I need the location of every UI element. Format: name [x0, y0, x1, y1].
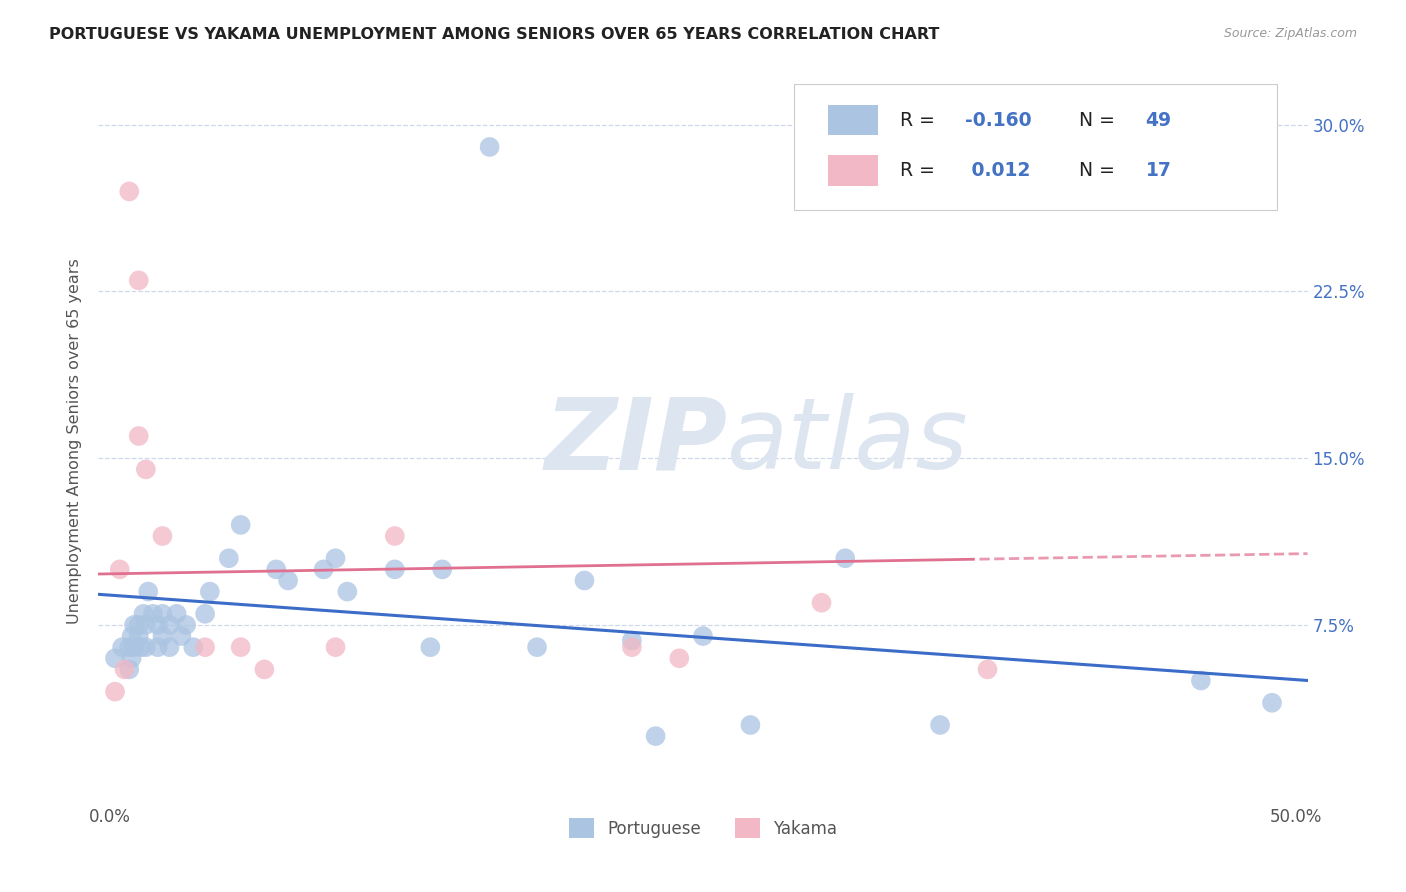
Text: R =: R =: [900, 111, 941, 129]
Point: [384, 529, 406, 543]
Point: [620, 633, 643, 648]
Point: [194, 640, 217, 655]
Point: [834, 551, 856, 566]
Point: [122, 640, 145, 655]
Text: 0.012: 0.012: [966, 161, 1031, 180]
Point: [104, 651, 127, 665]
Text: 17: 17: [1146, 161, 1171, 180]
Point: [152, 629, 174, 643]
Point: [135, 462, 157, 476]
Point: [976, 662, 998, 676]
Point: [159, 618, 181, 632]
Text: Source: ZipAtlas.com: Source: ZipAtlas.com: [1223, 27, 1357, 40]
Point: [181, 640, 204, 655]
Point: [121, 629, 143, 643]
Point: [740, 718, 762, 732]
Text: N =: N =: [1078, 161, 1121, 180]
Text: 49: 49: [1146, 111, 1171, 129]
Point: [146, 618, 169, 632]
Text: -0.160: -0.160: [966, 111, 1032, 129]
Text: PORTUGUESE VS YAKAMA UNEMPLOYMENT AMONG SENIORS OVER 65 YEARS CORRELATION CHART: PORTUGUESE VS YAKAMA UNEMPLOYMENT AMONG …: [49, 27, 939, 42]
Text: R =: R =: [900, 161, 941, 180]
Y-axis label: Unemployment Among Seniors over 65 years: Unemployment Among Seniors over 65 years: [67, 259, 83, 624]
Point: [336, 584, 359, 599]
Point: [132, 607, 155, 621]
Point: [325, 551, 347, 566]
Point: [118, 640, 141, 655]
Legend: Portuguese, Yakama: Portuguese, Yakama: [562, 812, 844, 845]
Point: [1261, 696, 1284, 710]
Point: [128, 429, 150, 443]
Text: ZIP: ZIP: [544, 393, 727, 490]
Point: [174, 618, 197, 632]
Point: [159, 640, 181, 655]
Point: [135, 640, 157, 655]
Point: [574, 574, 596, 588]
Point: [142, 607, 165, 621]
Point: [136, 584, 159, 599]
FancyBboxPatch shape: [793, 84, 1278, 211]
Point: [166, 607, 188, 621]
Point: [170, 629, 193, 643]
Text: N =: N =: [1078, 111, 1121, 129]
Point: [253, 662, 276, 676]
Point: [929, 718, 952, 732]
Point: [152, 529, 174, 543]
Point: [668, 651, 690, 665]
Point: [620, 640, 643, 655]
Point: [644, 729, 666, 743]
Point: [229, 640, 252, 655]
Point: [810, 596, 832, 610]
Point: [104, 684, 127, 698]
Point: [692, 629, 714, 643]
Point: [419, 640, 441, 655]
FancyBboxPatch shape: [828, 105, 879, 136]
Point: [1189, 673, 1212, 688]
FancyBboxPatch shape: [828, 155, 879, 186]
Point: [146, 640, 169, 655]
Point: [229, 517, 252, 532]
Point: [194, 607, 217, 621]
Point: [129, 640, 152, 655]
Text: atlas: atlas: [727, 393, 969, 490]
Point: [118, 662, 141, 676]
Point: [432, 562, 454, 576]
Point: [264, 562, 287, 576]
Point: [312, 562, 335, 576]
Point: [384, 562, 406, 576]
Point: [122, 618, 145, 632]
Point: [478, 140, 501, 154]
Point: [198, 584, 221, 599]
Point: [325, 640, 347, 655]
Point: [218, 551, 240, 566]
Point: [114, 662, 136, 676]
Point: [108, 562, 131, 576]
Point: [121, 651, 143, 665]
Point: [128, 629, 150, 643]
Point: [152, 607, 174, 621]
Point: [128, 618, 150, 632]
Point: [135, 618, 157, 632]
Point: [118, 185, 141, 199]
Point: [526, 640, 548, 655]
Point: [128, 273, 150, 287]
Point: [277, 574, 299, 588]
Point: [111, 640, 134, 655]
